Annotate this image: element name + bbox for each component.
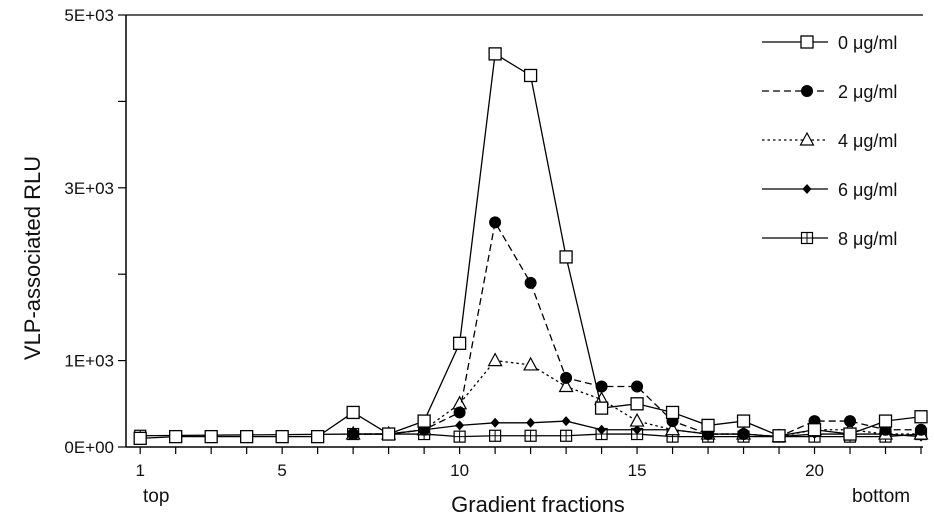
filled-diamond-marker [490,417,500,428]
open-square-marker [736,414,751,428]
legend-item-3: 6 μg/ml [762,180,897,200]
x-end-label-top: top [143,486,169,507]
open-square-marker [665,405,680,420]
filled-circle-marker [595,380,608,393]
open-square-marker [381,427,396,441]
open-square-marker [133,431,147,446]
open-square-marker [417,414,431,428]
crossed-square-marker [800,231,814,245]
filled-diamond-marker [526,417,536,428]
filled-diamond-marker [455,420,465,431]
crossed-square-marker [559,429,573,442]
y-tick-label: 3E+03 [64,179,114,198]
legend-label: 6 μg/ml [838,180,897,200]
axes [125,14,923,448]
open-square-marker [311,429,325,444]
filled-circle-marker [631,380,644,393]
series-1 [347,216,927,443]
open-square-marker [701,418,715,433]
open-triangle-marker [799,131,815,146]
x-end-label-bottom: bottom [852,486,910,507]
crossed-square-marker [524,429,537,442]
x-tick-label: 5 [277,461,286,480]
filled-circle-marker [560,371,573,384]
open-square-marker [772,429,786,443]
y-tick-label: 5E+03 [64,6,114,25]
filled-circle-marker [915,423,927,436]
x-tick-label: 20 [805,461,824,480]
open-square-marker [594,401,609,415]
legend: 0 μg/ml 2 μg/ml 4 μg/ml 6 μg/ml 8 μg/ml [762,33,897,249]
open-triangle-marker [629,412,645,427]
open-square-marker [630,397,644,411]
legend-item-4: 8 μg/ml [762,229,897,249]
x-tick-label: 15 [628,461,647,480]
crossed-square-marker [489,429,502,442]
x-tick-label: 10 [450,461,469,480]
open-square-marker [275,429,289,444]
open-square-marker [843,427,857,441]
open-square-marker [807,423,822,437]
legend-item-0: 0 μg/ml [762,33,897,53]
y-axis-label: VLP-associated RLU [20,156,45,360]
legend-label: 0 μg/ml [838,33,897,53]
crossed-square-marker [453,430,466,443]
legend-label: 2 μg/ml [838,82,897,102]
filled-diamond-marker [802,184,812,194]
open-square-marker [169,429,183,444]
y-tick-label: 1E+03 [64,352,114,371]
open-square-marker [346,405,360,420]
x-ticks: 1 5 10 15 20 [135,447,922,480]
filled-circle-marker [844,415,857,428]
legend-label: 8 μg/ml [838,229,897,249]
filled-circle-marker [801,85,813,97]
open-triangle-marker [558,378,574,393]
open-square-marker [523,68,538,83]
x-axis-label: Gradient fractions [451,492,625,517]
open-square-marker [878,414,893,428]
open-square-marker [914,410,928,424]
series-line [353,359,921,438]
open-triangle-marker [665,421,681,436]
filled-circle-marker [524,276,537,289]
legend-label: 4 μg/ml [838,131,897,151]
filled-diamond-marker [632,424,642,435]
open-triangle-marker [523,356,539,371]
y-tick-label: 0E+00 [64,438,114,457]
filled-diamond-marker [561,416,571,427]
open-square-marker [559,250,573,264]
filled-circle-marker [453,406,466,419]
legend-item-1: 2 μg/ml [762,82,897,102]
legend-item-2: 4 μg/ml [762,131,897,151]
filled-circle-marker [347,428,360,441]
filled-circle-marker [737,428,750,441]
open-square-marker [204,429,218,444]
y-ticks: 0E+00 1E+03 3E+03 5E+03 [64,6,126,457]
open-square-marker [800,35,814,49]
filled-diamond-marker [597,424,607,435]
filled-circle-marker [489,216,502,229]
open-square-marker [452,336,467,350]
open-square-marker [488,47,502,61]
open-triangle-marker [487,352,503,367]
series-line [140,52,922,440]
series-group [133,47,929,446]
series-0 [133,47,928,446]
open-square-marker [240,429,254,444]
x-tick-label: 1 [135,461,144,480]
